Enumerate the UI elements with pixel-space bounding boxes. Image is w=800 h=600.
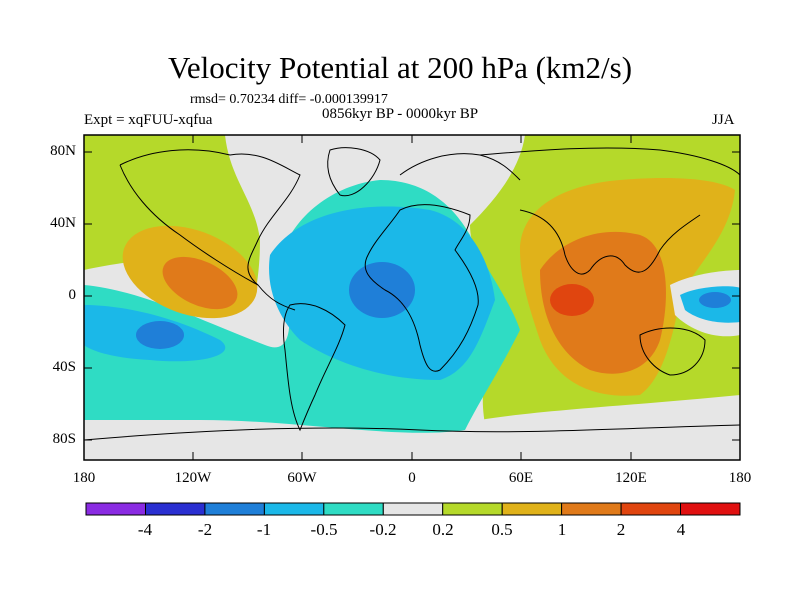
coastlines (84, 147, 740, 441)
colorbar-swatch (680, 502, 741, 516)
field-positive-max-indian (550, 284, 594, 316)
colorbar-label: -2 (197, 520, 213, 539)
season-label: JJA (712, 112, 735, 128)
chart-title: Velocity Potential at 200 hPa (km2/s) (167, 50, 633, 85)
colorbar (85, 502, 741, 516)
colorbar-label: -0.2 (369, 520, 397, 539)
lon-label-60e: 60E (508, 470, 534, 486)
colorbar-swatch (501, 502, 563, 516)
field-negative-strong-africa (349, 262, 415, 318)
lat-ticks (84, 151, 740, 441)
lon-label-120e: 120E (615, 470, 647, 486)
stats-label: rmsd= 0.70234 diff= -0.000139917 (190, 92, 388, 107)
lon-label-180w: 180 (72, 470, 96, 486)
field-positive-strong-eastpacific (162, 256, 238, 310)
colorbar-swatch (85, 502, 146, 516)
colorbar-label: -1 (256, 520, 272, 539)
velocity-field (84, 135, 740, 460)
field-negative-strong-westpacific (699, 292, 731, 308)
lon-ticks (83, 135, 741, 460)
colorbar-label: -0.5 (310, 520, 338, 539)
lat-label-80s: 80S (52, 431, 76, 447)
period-label: 0856kyr BP - 0000kyr BP (322, 106, 479, 122)
lon-label-60w: 60W (287, 470, 317, 486)
colorbar-label: -4 (137, 520, 153, 539)
colorbar-label: 2 (616, 520, 626, 539)
colorbar-label: 0.5 (491, 520, 513, 539)
experiment-label: Expt = xqFUU-xqfua (84, 112, 213, 128)
lon-label-180e: 180 (728, 470, 752, 486)
colorbar-swatch (263, 502, 325, 516)
colorbar-swatch (620, 502, 682, 516)
colorbar-swatch (442, 502, 503, 516)
lat-label-40s: 40S (52, 359, 76, 375)
colorbar-label: 0.2 (432, 520, 454, 539)
field-neutral-antarctic (480, 395, 740, 460)
colorbar-label: 1 (557, 520, 567, 539)
lon-label-0: 0 (408, 470, 416, 486)
colorbar-swatch (145, 502, 206, 516)
colorbar-swatch (561, 502, 622, 516)
colorbar-swatch (204, 502, 265, 516)
colorbar-label: 4 (676, 520, 686, 539)
lat-label-80n: 80N (50, 143, 76, 159)
lon-label-120w: 120W (174, 470, 212, 486)
colorbar-swatch (323, 502, 384, 516)
lat-label-0: 0 (68, 287, 77, 303)
colorbar-swatch (382, 502, 444, 516)
field-negative-strong-pacific (136, 321, 184, 349)
lat-label-40n: 40N (50, 215, 76, 231)
